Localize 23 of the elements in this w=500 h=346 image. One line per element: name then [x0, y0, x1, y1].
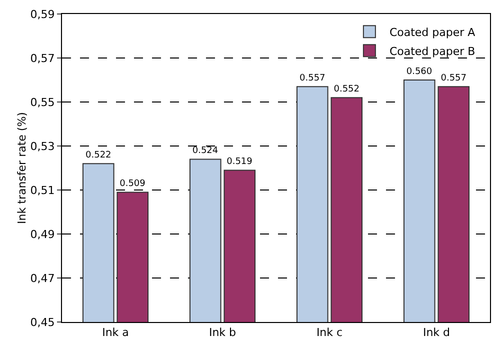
legend-label: Coated paper A [389, 26, 476, 39]
x-tick-label: Ink c [316, 326, 343, 340]
y-tick-label: 0,53 [30, 140, 55, 153]
x-tick-label: Ink a [102, 326, 129, 340]
x-tick-label: Ink b [208, 326, 236, 340]
y-tick-label: 0,49 [30, 228, 55, 241]
y-tick-label: 0,45 [30, 316, 55, 329]
legend-label: Coated paper B [389, 44, 476, 58]
data-label: 0.522 [85, 150, 112, 161]
y-tick-label: 0,55 [30, 96, 55, 109]
y-tick-label: 0,47 [30, 272, 55, 285]
y-tick-label: 0,59 [30, 8, 55, 21]
data-label: 0.524 [192, 146, 218, 156]
x-tick-label: Ink d [422, 326, 450, 340]
data-label: 0.560 [406, 67, 432, 77]
data-label: 0.509 [120, 179, 146, 190]
data-label: 0.557 [440, 74, 467, 84]
y-axis-title: Ink transfer rate (%) [15, 112, 28, 224]
y-tick-label: 0,57 [30, 52, 55, 65]
data-label: 0.557 [299, 74, 326, 84]
y-tick-label: 0,51 [30, 184, 55, 197]
data-label: 0.552 [334, 84, 360, 95]
data-label: 0.519 [226, 157, 253, 168]
